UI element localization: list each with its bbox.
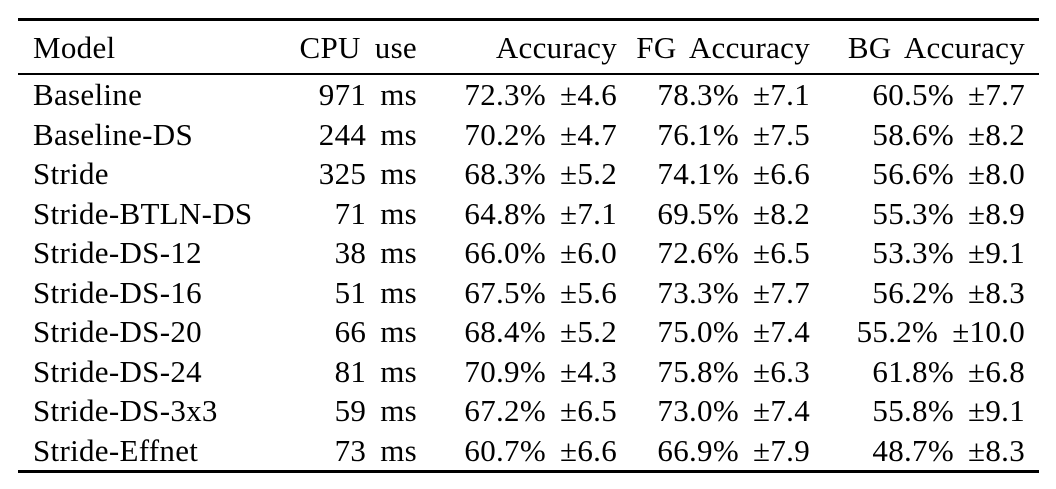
table-row: Stride-DS-20 66 ms 68.4% ±5.2 75.0% ±7.4 55.… <box>18 312 1039 352</box>
cpu-cell: 66 ms <box>334 314 417 350</box>
fg-accuracy-cell: 66.9% ±7.9 <box>657 432 810 468</box>
cpu-cell: 325 ms <box>318 156 417 192</box>
table-row: Stride-DS-24 81 ms 70.9% ±4.3 75.8% ±6.3 61.… <box>18 352 1039 392</box>
cpu-cell: 244 ms <box>318 116 417 152</box>
accuracy-cell: 64.8% ±7.1 <box>464 195 617 231</box>
fg-accuracy-cell: 78.3% ±7.1 <box>657 77 810 113</box>
fg-accuracy-cell: 73.3% ±7.7 <box>657 274 810 310</box>
bg-accuracy-cell: 55.8% ±9.1 <box>872 393 1025 429</box>
table-row: Stride-BTLN-DS 71 ms 64.8% ±7.1 69.5% ±8.2 5… <box>18 194 1039 234</box>
accuracy-cell: 70.9% ±4.3 <box>464 353 617 389</box>
column-header-accuracy: Accuracy <box>417 19 617 75</box>
bg-accuracy-cell: 58.6% ±8.2 <box>872 116 1025 152</box>
bg-accuracy-cell: 55.3% ±8.9 <box>872 195 1025 231</box>
model-cell: Stride-DS-12 <box>33 235 202 271</box>
accuracy-cell: 68.4% ±5.2 <box>464 314 617 350</box>
table-row: Baseline 971 ms 72.3% ±4.6 78.3% ±7.1 60.5% … <box>18 74 1039 115</box>
column-header-model: Model <box>18 19 268 75</box>
table-row: Stride-DS-3x3 59 ms 67.2% ±6.5 73.0% ±7.4 55… <box>18 391 1039 431</box>
bg-accuracy-cell: 55.2% ±10.0 <box>856 314 1025 350</box>
accuracy-cell: 67.2% ±6.5 <box>464 393 617 429</box>
bg-accuracy-cell: 61.8% ±6.8 <box>872 353 1025 389</box>
model-cell: Stride-DS-24 <box>33 353 202 389</box>
cpu-cell: 59 ms <box>334 393 417 429</box>
cpu-cell: 81 ms <box>334 353 417 389</box>
column-header-fg-accuracy: FG Accuracy <box>617 19 810 75</box>
model-cell: Stride-DS-16 <box>33 274 202 310</box>
header-row: Model CPU use Accuracy FG Accuracy BG Ac… <box>18 19 1039 75</box>
cpu-cell: 971 ms <box>318 77 417 113</box>
accuracy-cell: 66.0% ±6.0 <box>464 235 617 271</box>
table-row: Stride-DS-12 38 ms 66.0% ±6.0 72.6% ±6.5 53.… <box>18 233 1039 273</box>
fg-accuracy-cell: 72.6% ±6.5 <box>657 235 810 271</box>
cpu-cell: 51 ms <box>334 274 417 310</box>
model-cell: Stride <box>33 156 109 192</box>
bg-accuracy-cell: 60.5% ±7.7 <box>872 77 1025 113</box>
results-table: Model CPU use Accuracy FG Accuracy BG Ac… <box>18 18 1039 473</box>
cpu-cell: 71 ms <box>334 195 417 231</box>
accuracy-cell: 68.3% ±5.2 <box>464 156 617 192</box>
fg-accuracy-cell: 73.0% ±7.4 <box>657 393 810 429</box>
fg-accuracy-cell: 69.5% ±8.2 <box>657 195 810 231</box>
table-row: Stride-Effnet 73 ms 60.7% ±6.6 66.9% ±7.9 48… <box>18 431 1039 472</box>
bg-accuracy-cell: 56.6% ±8.0 <box>872 156 1025 192</box>
table-row: Stride 325 ms 68.3% ±5.2 74.1% ±6.6 56.6% ±8… <box>18 154 1039 194</box>
bg-accuracy-cell: 53.3% ±9.1 <box>872 235 1025 271</box>
model-cell: Stride-DS-3x3 <box>33 393 218 429</box>
fg-accuracy-cell: 75.0% ±7.4 <box>657 314 810 350</box>
accuracy-cell: 72.3% ±4.6 <box>464 77 617 113</box>
table-row: Baseline-DS 244 ms 70.2% ±4.7 76.1% ±7.5 58.… <box>18 115 1039 155</box>
column-header-cpu-use: CPU use <box>268 19 417 75</box>
table-body: Baseline 971 ms 72.3% ±4.6 78.3% ±7.1 60.5% … <box>18 74 1039 472</box>
model-cell: Stride-DS-20 <box>33 314 202 350</box>
fg-accuracy-cell: 74.1% ±6.6 <box>657 156 810 192</box>
fg-accuracy-cell: 76.1% ±7.5 <box>657 116 810 152</box>
model-cell: Baseline-DS <box>33 116 193 152</box>
column-header-bg-accuracy: BG Accuracy <box>810 19 1039 75</box>
accuracy-cell: 70.2% ±4.7 <box>464 116 617 152</box>
table-header: Model CPU use Accuracy FG Accuracy BG Ac… <box>18 19 1039 75</box>
model-cell: Stride-Effnet <box>33 432 199 468</box>
fg-accuracy-cell: 75.8% ±6.3 <box>657 353 810 389</box>
cpu-cell: 38 ms <box>334 235 417 271</box>
model-cell: Stride-BTLN-DS <box>33 195 253 231</box>
cpu-cell: 73 ms <box>334 432 417 468</box>
bg-accuracy-cell: 56.2% ±8.3 <box>872 274 1025 310</box>
accuracy-cell: 67.5% ±5.6 <box>464 274 617 310</box>
bg-accuracy-cell: 48.7% ±8.3 <box>872 432 1025 468</box>
accuracy-cell: 60.7% ±6.6 <box>464 432 617 468</box>
model-cell: Baseline <box>33 77 143 113</box>
table-row: Stride-DS-16 51 ms 67.5% ±5.6 73.3% ±7.7 56.… <box>18 273 1039 313</box>
